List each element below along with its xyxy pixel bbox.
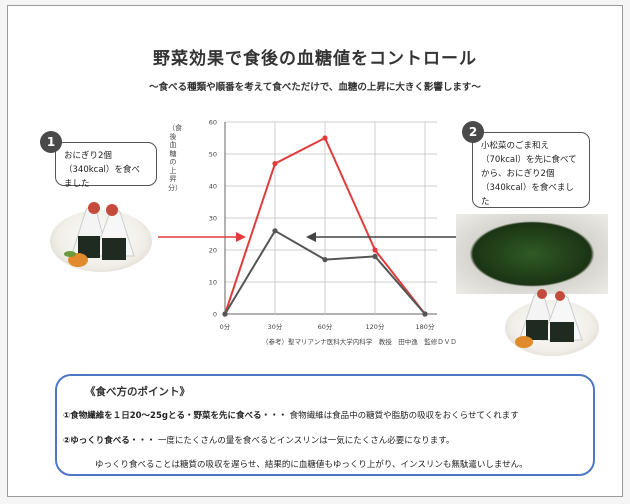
callout-onigiri-text: おにぎり2個（340kcal）を食べました xyxy=(64,151,140,189)
page-subtitle: ～食べる種類や順番を考えて食べただけで、血糖の上昇に大きく影響します～ xyxy=(149,82,481,93)
onigiri-image-2 xyxy=(515,289,583,348)
tip-line-1-rest: 食物繊維は食品中の糖質や脂肪の吸収をおくらせてくれます xyxy=(289,411,519,421)
y-tick-label: 30 xyxy=(209,215,217,223)
series-point-2 xyxy=(322,257,328,263)
series-point-1 xyxy=(372,247,378,253)
series-point-1 xyxy=(272,161,278,167)
series-point-2 xyxy=(422,311,428,317)
x-tick-label: 120分 xyxy=(366,322,385,331)
onigiri-image xyxy=(64,202,135,267)
callout-komatsuna-text: 小松菜のごま和え（70kcal）を先に食べてから、おにぎり2個（340kcal）… xyxy=(481,141,577,207)
y-tick-label: 10 xyxy=(209,279,217,287)
tip-line-1: ①食物繊維を１日20～25gとる・野菜を先に食べる・・・ 食物繊維は食品中の糖質… xyxy=(63,409,519,421)
y-tick-label: 40 xyxy=(209,183,217,191)
y-tick-label: 20 xyxy=(209,247,217,255)
x-tick-label: 60分 xyxy=(318,322,333,331)
tip-line-2: ②ゆっくり食べる・・・ 一度にたくさんの量を食べるとインスリンは一気にたくさん必… xyxy=(63,434,454,446)
y-tick-label: 0 xyxy=(213,311,217,319)
callout-komatsuna: 小松菜のごま和え（70kcal）を先に食べてから、おにぎり2個（340kcal）… xyxy=(472,132,590,208)
x-tick-label: 0分 xyxy=(220,322,231,331)
y-axis-label: （食後血糖の上昇分） xyxy=(168,124,182,192)
y-tick-label: 60 xyxy=(209,119,217,127)
x-tick-label: 180分 xyxy=(416,322,435,331)
badge-2: 2 xyxy=(462,121,484,143)
page-title: 野菜効果で食後の血糖値をコントロール xyxy=(153,49,477,69)
tip-line-2-rest: 一度にたくさんの量を食べるとインスリンは一気にたくさん必要になります。 xyxy=(157,436,455,446)
callout-onigiri: おにぎり2個（340kcal）を食べました xyxy=(55,142,157,189)
tip-line-1-bold: ①食物繊維を１日20～25gとる・野菜を先に食べる・・・ xyxy=(63,411,287,421)
badge-1: 1 xyxy=(40,131,62,153)
tip-line-2-bold: ②ゆっくり食べる・・・ xyxy=(63,436,156,446)
tip-line-3: ゆっくり食べることは糖質の吸収を遅らせ、結果的に血糖値もゆっくり上がり、インスリ… xyxy=(95,460,528,470)
komatsuna-dish-image xyxy=(456,214,608,294)
series-point-2 xyxy=(372,253,378,259)
gray-arrow-head xyxy=(306,232,316,242)
chart-credit: （参考）聖マリアンナ医科大学内科学 教授 田中逸 監修ＤＶＤ xyxy=(262,338,457,346)
y-tick-label: 50 xyxy=(209,151,217,159)
tips-title: 《食べ方のポイント》 xyxy=(85,386,190,398)
series-point-2 xyxy=(222,311,228,317)
x-tick-label: 30分 xyxy=(268,322,283,331)
red-arrow-head xyxy=(236,232,246,242)
series-point-1 xyxy=(322,135,328,141)
series-point-2 xyxy=(272,228,278,234)
tips-box: 《食べ方のポイント》 ①食物繊維を１日20～25gとる・野菜を先に食べる・・・ … xyxy=(55,374,595,476)
